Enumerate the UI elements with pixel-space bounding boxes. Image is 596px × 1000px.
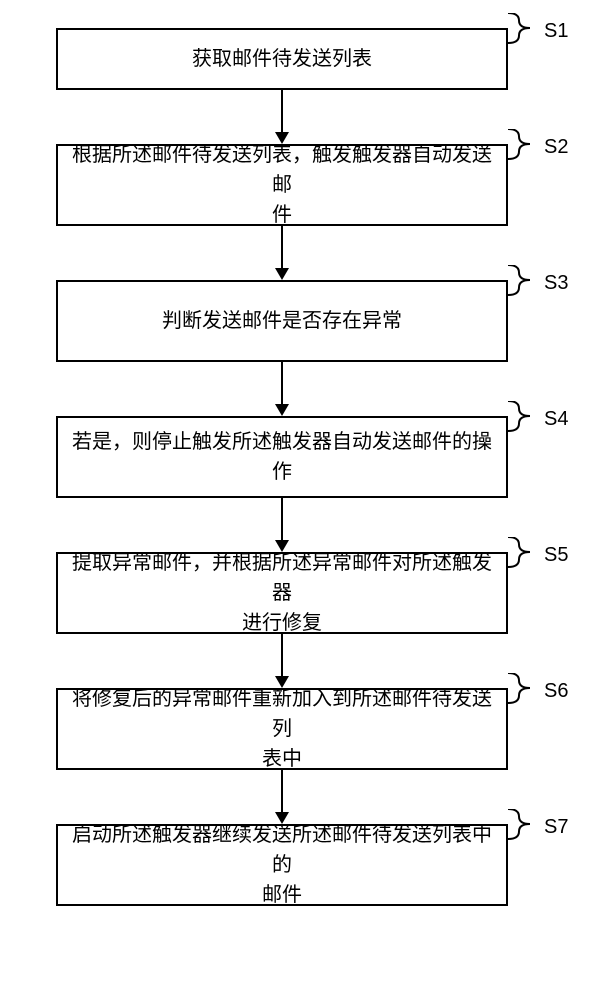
step-text: 若是，则停止触发所述触发器自动发送邮件的操作 [72, 427, 492, 487]
step-text: 提取异常邮件，并根据所述异常邮件对所述触发器 进行修复 [72, 548, 492, 638]
step-text: 将修复后的异常邮件重新加入到所述邮件待发送列 表中 [72, 684, 492, 774]
step-box-s6: 将修复后的异常邮件重新加入到所述邮件待发送列 表中 [56, 688, 508, 770]
step-bracket [508, 13, 540, 53]
arrow-line [281, 90, 283, 132]
step-label-s5: S5 [544, 544, 568, 567]
step-bracket [508, 401, 540, 441]
arrow-line [281, 498, 283, 540]
step-bracket [508, 129, 540, 169]
arrow-head-icon [275, 404, 289, 416]
step-text: 启动所述触发器继续发送所述邮件待发送列表中的 邮件 [72, 820, 492, 910]
step-box-s4: 若是，则停止触发所述触发器自动发送邮件的操作 [56, 416, 508, 498]
step-bracket [508, 809, 540, 849]
arrow-head-icon [275, 268, 289, 280]
arrow-line [281, 770, 283, 812]
step-box-s1: 获取邮件待发送列表 [56, 28, 508, 90]
step-box-s3: 判断发送邮件是否存在异常 [56, 280, 508, 362]
step-box-s7: 启动所述触发器继续发送所述邮件待发送列表中的 邮件 [56, 824, 508, 906]
step-box-s5: 提取异常邮件，并根据所述异常邮件对所述触发器 进行修复 [56, 552, 508, 634]
arrow-line [281, 226, 283, 268]
step-label-s3: S3 [544, 272, 568, 295]
step-bracket [508, 673, 540, 713]
step-bracket [508, 265, 540, 305]
arrow-line [281, 634, 283, 676]
flowchart-canvas: 获取邮件待发送列表 S1 根据所述邮件待发送列表，触发触发器自动发送邮 件 S2 判断发… [0, 0, 596, 1000]
step-text: 根据所述邮件待发送列表，触发触发器自动发送邮 件 [72, 140, 492, 230]
step-label-s7: S7 [544, 816, 568, 839]
step-label-s4: S4 [544, 408, 568, 431]
step-label-s2: S2 [544, 136, 568, 159]
step-label-s6: S6 [544, 680, 568, 703]
step-label-s1: S1 [544, 20, 568, 43]
step-box-s2: 根据所述邮件待发送列表，触发触发器自动发送邮 件 [56, 144, 508, 226]
step-text: 获取邮件待发送列表 [192, 44, 372, 74]
arrow-line [281, 362, 283, 404]
step-text: 判断发送邮件是否存在异常 [162, 306, 402, 336]
step-bracket [508, 537, 540, 577]
